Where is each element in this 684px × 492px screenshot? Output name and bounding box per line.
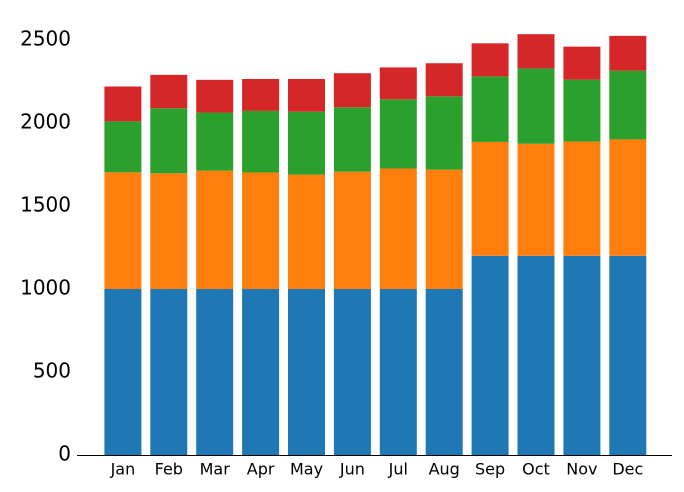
y-tick-label: 500 (33, 359, 71, 383)
x-tick-label: Sep (475, 460, 505, 479)
x-tick-label: Dec (612, 460, 643, 479)
bar-segment (333, 107, 371, 172)
bar-segment (471, 255, 509, 455)
bar-segment (196, 289, 234, 455)
bar-segment (379, 289, 417, 455)
bar-segment (425, 169, 463, 289)
bar-segment (425, 63, 463, 97)
bar-segment (517, 143, 555, 256)
bar-segment (242, 172, 280, 289)
x-tick-label: Aug (429, 460, 460, 479)
x-tick-label: Jul (388, 460, 408, 479)
bar-segment (333, 73, 371, 108)
bar-segment (104, 289, 142, 455)
bar-segment (563, 46, 601, 80)
bar-segment (333, 289, 371, 455)
bar-segment (104, 172, 142, 289)
bar-segment (609, 35, 647, 71)
x-tick-label: May (290, 460, 323, 479)
bar-segment (333, 171, 371, 289)
bar-segment (563, 255, 601, 455)
y-tick-label: 2500 (20, 27, 71, 51)
bar-segment (196, 79, 234, 113)
bar-segment (288, 111, 325, 175)
bar-segment (196, 170, 234, 289)
x-tick-label: Feb (155, 460, 183, 479)
bar-segment (609, 139, 647, 256)
bar-segment (471, 76, 509, 142)
bar-segment (609, 255, 647, 455)
bar-segment (517, 34, 555, 69)
x-tick-label: Nov (566, 460, 597, 479)
bar-segment (517, 255, 555, 455)
bar-segment (288, 79, 325, 112)
x-tick-label: Mar (200, 460, 231, 479)
bar-segment (242, 289, 280, 455)
bar-segment (425, 96, 463, 170)
bar-segment (150, 108, 188, 174)
bar-segment (379, 168, 417, 289)
y-tick-label: 0 (58, 442, 71, 466)
bar-segment (379, 67, 417, 100)
y-tick-label: 2000 (20, 110, 71, 134)
bar-segment (563, 141, 601, 256)
x-tick-label: Apr (247, 460, 275, 479)
bar-segment (609, 70, 647, 140)
bar-segment (517, 68, 555, 144)
bar-segment (196, 112, 234, 171)
x-tick-label: Jun (339, 460, 365, 479)
x-tick-label: Jan (110, 460, 136, 479)
bar-segment (288, 174, 325, 289)
bar-segment (104, 86, 142, 122)
y-tick-label: 1000 (20, 276, 71, 300)
bar-segment (150, 173, 188, 289)
bar-segment (563, 79, 601, 142)
bar-segment (104, 121, 142, 173)
bar-segment (242, 110, 280, 173)
bar-segment (471, 43, 509, 77)
bar-segment (425, 289, 463, 455)
bar-segment (242, 79, 280, 111)
bar-segment (471, 141, 509, 256)
bar-segment (150, 74, 188, 109)
y-tick-label: 1500 (20, 193, 71, 217)
bar-segment (150, 289, 188, 455)
bar-segment (379, 99, 417, 169)
x-tick-label: Oct (522, 460, 550, 479)
bar-segment (288, 289, 325, 455)
